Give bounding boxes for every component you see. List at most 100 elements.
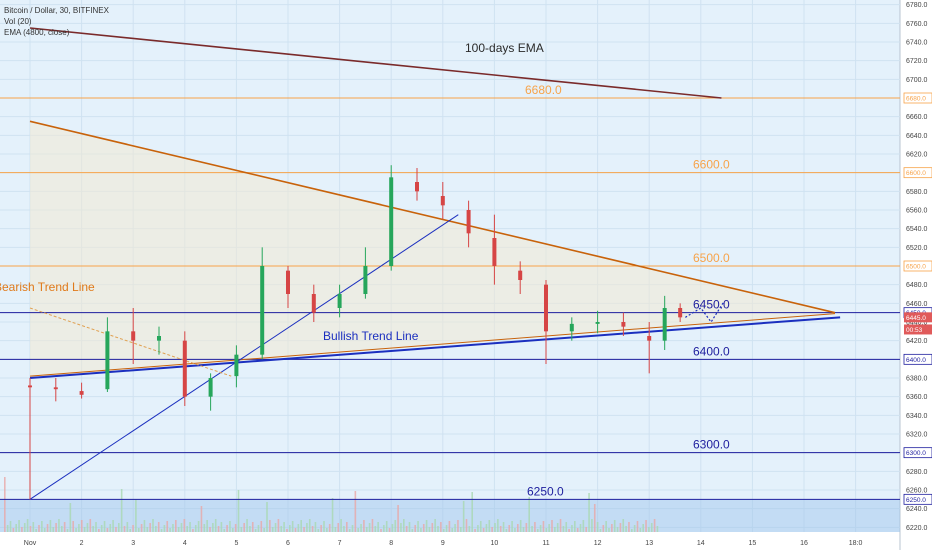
trend-line <box>29 214 459 500</box>
volume-bar <box>78 524 80 532</box>
y-tick-label: 6700.0 <box>906 77 928 84</box>
volume-bar <box>334 527 337 532</box>
volume-bar <box>189 522 191 532</box>
header-symbol: Bitcoin / Dollar, 30, BITFINEX <box>4 6 110 15</box>
trend-lines <box>29 27 841 500</box>
volume-bar <box>613 520 616 532</box>
volume-bar <box>66 529 69 532</box>
volume-bar <box>169 528 171 532</box>
x-tick-label: 18:0 <box>849 540 863 547</box>
volume-bar <box>297 524 300 532</box>
volume-bar <box>328 524 331 532</box>
volume-bar <box>437 526 439 532</box>
volume-bar <box>112 520 114 532</box>
volume-bar <box>63 522 66 532</box>
volume-bar <box>163 525 166 532</box>
candle-body <box>544 284 548 332</box>
volume-bar <box>360 524 362 532</box>
volume-bar <box>271 527 274 532</box>
x-tick-label: 12 <box>594 540 602 547</box>
volume-bar <box>6 525 9 532</box>
x-tick-label: 15 <box>749 540 757 547</box>
volume-bar <box>545 528 548 532</box>
x-axis-ticks: Nov 2 3 4 5 6 7 8 9 10 11 12 13 14 15 16 18:0 <box>24 540 863 547</box>
volume-bar <box>300 520 302 532</box>
y-tick-label: 6780.0 <box>906 2 928 9</box>
y-tick-label: 6760.0 <box>906 21 928 28</box>
volume-bar <box>397 505 399 532</box>
candle-body <box>440 196 445 206</box>
volume-bar <box>308 519 311 532</box>
volume-bar <box>206 520 208 532</box>
axis-level-tag: 6500.0 <box>906 264 926 271</box>
volume-bar <box>32 522 35 532</box>
volume-bar <box>440 522 442 532</box>
volume-bar <box>157 522 160 532</box>
level-label: 6680.0 <box>525 83 562 97</box>
volume-bar <box>92 526 94 532</box>
level-label: 6500.0 <box>693 251 730 265</box>
axis-level-tag-border <box>903 447 932 459</box>
volume-bar <box>497 519 499 532</box>
volume-bar <box>58 519 60 532</box>
y-tick-label: 6460.0 <box>906 301 928 308</box>
x-tick-label: 9 <box>441 540 445 547</box>
volume-bar <box>160 529 163 532</box>
volume-bar <box>257 525 260 532</box>
y-tick-label: 6280.0 <box>906 469 928 476</box>
volume-bar <box>357 528 359 532</box>
volume-bar <box>251 522 254 532</box>
x-tick-label: 13 <box>645 540 653 547</box>
y-tick-label: 6660.0 <box>906 114 928 121</box>
candle-body <box>260 266 265 355</box>
volume-bar <box>648 527 650 532</box>
volume-bar <box>4 477 6 532</box>
volume-bar <box>522 527 525 532</box>
y-tick-label: 6520.0 <box>906 245 928 252</box>
volume-bar <box>531 526 533 532</box>
x-tick-label: Nov <box>24 540 37 547</box>
volume-bar <box>146 527 149 532</box>
volume-bar <box>135 499 137 532</box>
volume-bar <box>240 527 243 532</box>
volume-bar <box>243 523 245 532</box>
candle-body <box>389 177 394 266</box>
volume-bar <box>556 523 559 532</box>
volume-bar <box>519 520 522 532</box>
volume-bar <box>653 519 656 532</box>
level-label: 6450.0 <box>693 298 730 312</box>
x-tick-label: 6 <box>286 540 290 547</box>
axis-level-tag: 6400.0 <box>906 357 926 364</box>
volume-bar <box>249 526 251 532</box>
volume-bar <box>326 528 328 532</box>
volume-bar <box>109 524 112 532</box>
candle-body <box>492 238 497 266</box>
volume-bar <box>203 524 206 532</box>
volume-bar <box>536 529 539 532</box>
volume-bar <box>380 529 382 532</box>
volume-bar <box>539 525 542 532</box>
volume-bar <box>120 489 123 532</box>
volume-bar <box>55 523 57 532</box>
volume-bar <box>72 521 74 532</box>
volume-bar <box>442 529 445 532</box>
volume-bar <box>175 520 177 532</box>
volume-bar <box>525 523 528 532</box>
volume-bar <box>214 519 217 532</box>
axis-level-tag: 6600.0 <box>906 170 926 177</box>
volume-bar <box>391 524 394 532</box>
volume-bar <box>209 527 211 532</box>
volume-bar <box>554 527 556 532</box>
volume-bar <box>579 524 582 532</box>
volume-bar <box>220 522 223 532</box>
x-axis-strip <box>0 532 932 550</box>
volume-bar <box>183 519 186 532</box>
volume-bar <box>172 524 174 532</box>
candle-body <box>157 336 161 341</box>
volume-bar <box>616 527 619 532</box>
volume-bar <box>388 528 391 532</box>
volume-bar <box>591 519 593 532</box>
volume-bar <box>363 520 365 532</box>
volume-bar <box>434 519 436 532</box>
